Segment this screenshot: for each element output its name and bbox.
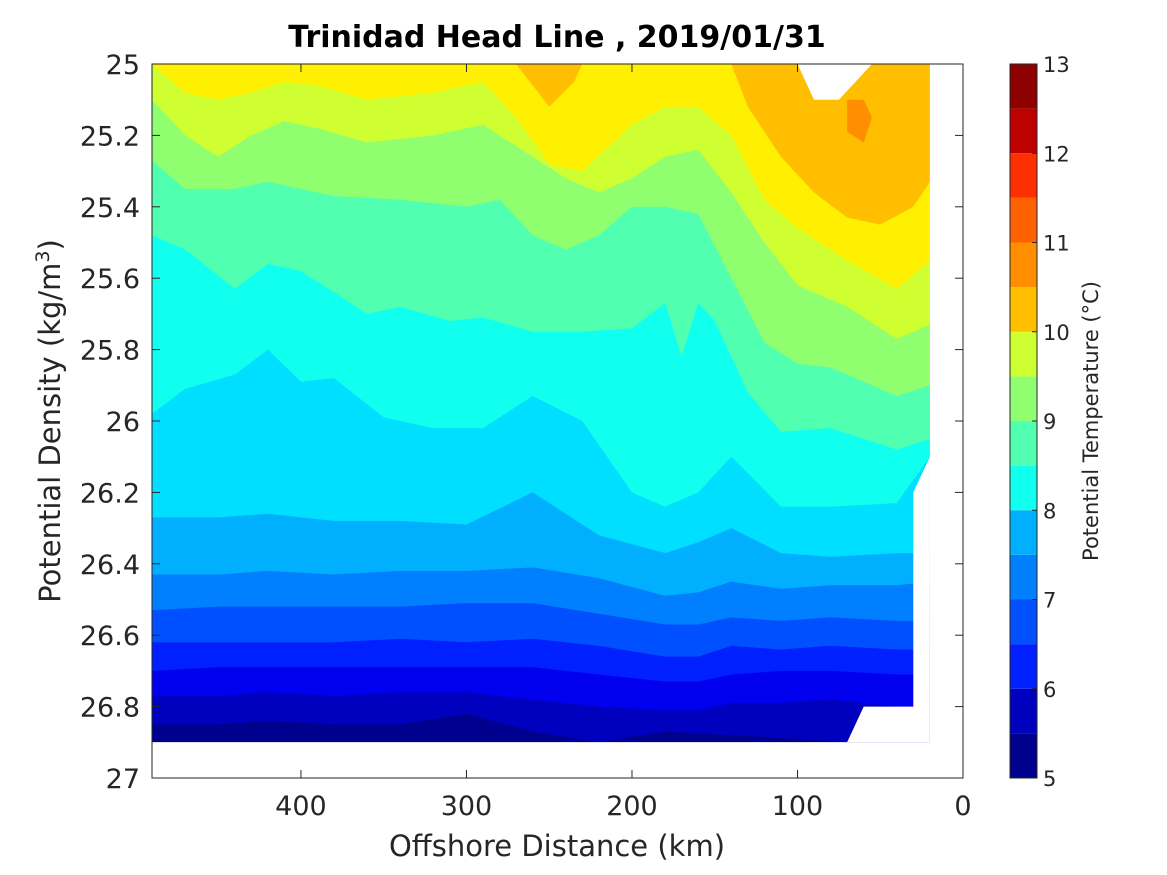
- y-tick-label: 26.4: [80, 550, 140, 581]
- colorbar-block: [1010, 242, 1037, 288]
- y-tick-label: 25.6: [80, 264, 140, 295]
- colorbar-block: [1010, 599, 1037, 645]
- colorbar-block: [1010, 554, 1037, 600]
- y-tick-label: 25: [106, 50, 140, 81]
- contour-bands: [152, 64, 930, 743]
- y-tick-label: 25.4: [80, 193, 140, 224]
- colorbar-block: [1010, 64, 1037, 109]
- colorbar-tick-label: 11: [1043, 232, 1070, 256]
- colorbar-tick-label: 5: [1043, 767, 1056, 791]
- y-axis-title-sup: 3: [32, 250, 54, 262]
- colorbar-block: [1010, 465, 1037, 511]
- colorbar-block: [1010, 287, 1037, 332]
- contour-band: [516, 64, 930, 225]
- y-axis-title-main: Potential Density (kg/m: [33, 263, 67, 603]
- colorbar-blocks: [1010, 64, 1037, 778]
- y-tick-label: 26.2: [80, 478, 140, 509]
- plot-area: 400 300 200 100 0 25 25.2 25.4 25.6 25.8 26 26.2 26…: [80, 50, 972, 822]
- colorbar-block: [1010, 197, 1037, 243]
- colorbar-tick-label: 10: [1043, 321, 1070, 345]
- x-axis-title: Offshore Distance (km): [389, 829, 725, 863]
- y-tick-label: 25.2: [80, 121, 140, 152]
- blank-region-right-edge: [929, 64, 963, 778]
- colorbar-block: [1010, 108, 1037, 154]
- x-tick-label: 100: [772, 791, 824, 822]
- colorbar-tick-label: 7: [1043, 589, 1056, 613]
- chart-title: Trinidad Head Line , 2019/01/31: [288, 20, 825, 55]
- colorbar-block: [1010, 644, 1037, 689]
- colorbar-block: [1010, 510, 1037, 555]
- x-tick-label: 0: [954, 791, 971, 822]
- y-axis-ticks: 25 25.2 25.4 25.6 25.8 26 26.2 26.4 26.6 26.8 27: [80, 50, 963, 795]
- y-tick-label: 26.6: [80, 621, 140, 652]
- y-axis-title: Potential Density (kg/m3): [32, 239, 67, 603]
- colorbar-tick-label: 6: [1043, 678, 1056, 702]
- blank-region-top-notch: [797, 64, 872, 100]
- contour-band: [847, 99, 872, 143]
- colorbar-tick-label: 8: [1043, 499, 1056, 523]
- blank-regions: [152, 64, 963, 778]
- y-tick-label: 27: [106, 764, 140, 795]
- blank-region-bottom-right: [847, 456, 930, 743]
- y-tick-label: 25.8: [80, 336, 140, 367]
- colorbar-tick-label: 9: [1043, 410, 1056, 434]
- x-tick-label: 300: [441, 791, 493, 822]
- colorbar-block: [1010, 153, 1037, 198]
- colorbar-block: [1010, 733, 1037, 778]
- blank-region-bottom-strip: [152, 742, 963, 778]
- x-tick-label: 400: [275, 791, 327, 822]
- colorbar-title: Potential Temperature (°C): [1079, 281, 1103, 561]
- y-tick-label: 26: [106, 407, 140, 438]
- colorbar-ticks: 5 6 7 8 9 10 11 12 13: [1032, 53, 1070, 791]
- colorbar-block: [1010, 688, 1037, 734]
- colorbar-tick-label: 13: [1043, 53, 1070, 77]
- colorbar-block: [1010, 331, 1037, 377]
- x-tick-label: 200: [606, 791, 658, 822]
- colorbar: 5 6 7 8 9 10 11 12 13: [1009, 53, 1070, 791]
- colorbar-block: [1010, 376, 1037, 421]
- x-axis-ticks: 400 300 200 100 0: [275, 64, 972, 822]
- colorbar-tick-label: 12: [1043, 142, 1070, 166]
- colorbar-block: [1010, 421, 1037, 466]
- y-tick-label: 26.8: [80, 693, 140, 724]
- y-axis-title-tail: ): [33, 239, 67, 250]
- contour-band: [152, 64, 930, 289]
